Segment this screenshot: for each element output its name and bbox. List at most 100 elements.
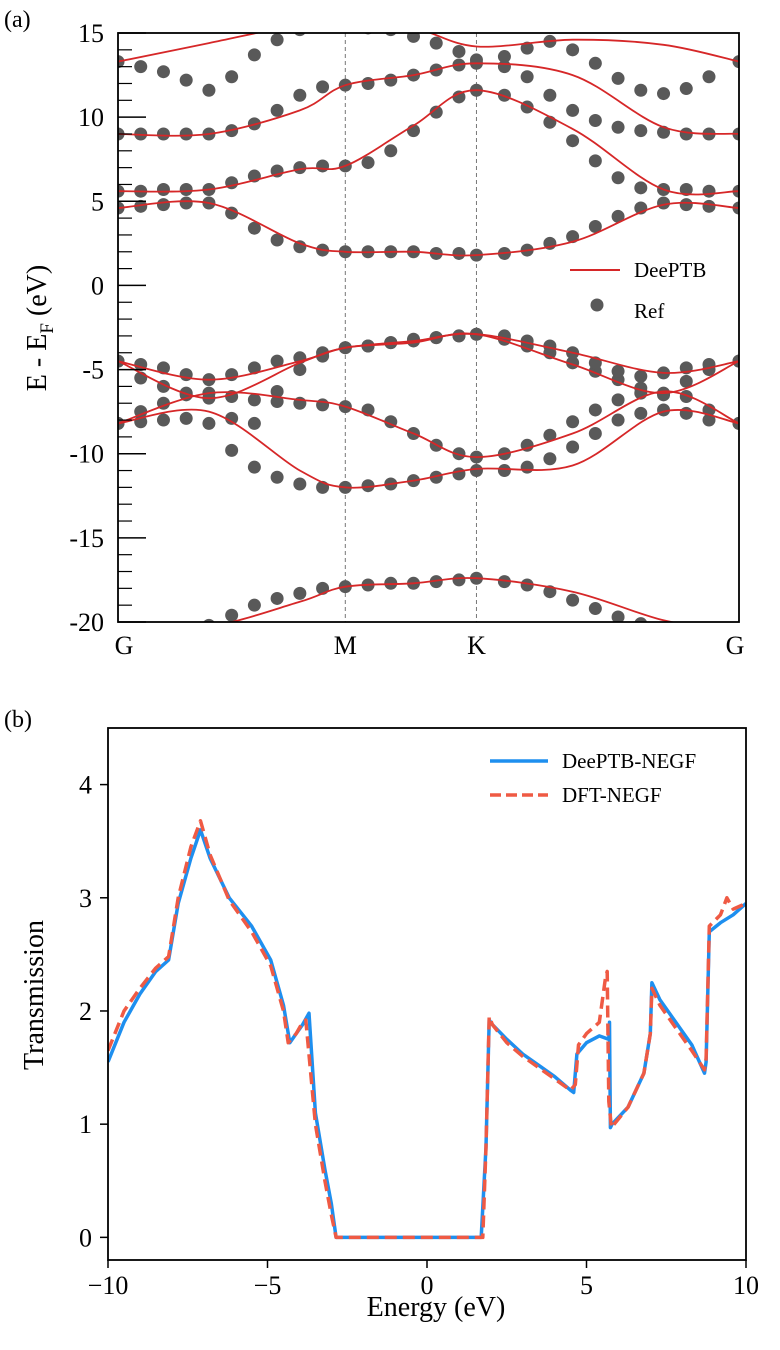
- ref-point: [452, 90, 466, 104]
- ref-point: [588, 427, 602, 441]
- ref-point: [588, 602, 602, 616]
- ref-point: [566, 593, 580, 607]
- transmission-panel: (b) 0 1 2 3 4 −10 −5 0 5 10 Energy (eV) Transmis…: [4, 707, 759, 1323]
- ref-point: [361, 76, 375, 90]
- ref-point: [225, 443, 239, 457]
- ref-point: [270, 233, 284, 247]
- ref-point: [247, 393, 261, 407]
- ref-point: [566, 43, 580, 57]
- ref-point: [520, 41, 534, 55]
- ref-point: [270, 33, 284, 47]
- ref-point: [225, 70, 239, 84]
- ref-point: [270, 354, 284, 368]
- kpoint-label: K: [467, 631, 486, 660]
- ref-point: [611, 393, 625, 407]
- y-axis-title-a: E - EF (eV): [22, 265, 58, 391]
- legend-a-line-label: DeePTB: [634, 258, 706, 282]
- ref-point: [679, 406, 693, 420]
- ref-point: [469, 464, 483, 478]
- ref-point: [566, 440, 580, 454]
- ref-point: [520, 460, 534, 474]
- x-axis-title-b: Energy (eV): [367, 1292, 506, 1323]
- deeptb-band-line: [228, 577, 676, 622]
- ylabel-main: E - E: [22, 334, 53, 392]
- legend-b-solid-label: DeePTB-NEGF: [562, 749, 696, 773]
- transmission-series-group: [108, 819, 746, 1240]
- ylabel-unit: [22, 316, 53, 323]
- ref-point: [293, 88, 307, 102]
- ref-point: [543, 452, 557, 466]
- ref-point: [611, 120, 625, 134]
- ref-point: [452, 45, 466, 59]
- ref-point: [179, 411, 193, 425]
- y-tick-label: -20: [69, 608, 104, 637]
- ref-point: [679, 389, 693, 403]
- ref-point: [316, 398, 330, 412]
- ref-point: [657, 622, 670, 635]
- ref-point: [203, 618, 215, 622]
- legend-b-dashed-label: DFT-NEGF: [562, 783, 662, 807]
- ref-point: [202, 83, 216, 97]
- ref-point: [179, 368, 193, 382]
- ref-point: [385, 33, 397, 37]
- kpoint-label: M: [334, 631, 357, 660]
- ref-point: [702, 413, 716, 427]
- ref-point: [270, 395, 284, 409]
- y-tick-label: 0: [91, 271, 104, 300]
- ref-point: [180, 622, 193, 635]
- y-tick-label-b: 0: [79, 1223, 92, 1252]
- ref-point: [270, 103, 284, 117]
- ref-point: [497, 464, 511, 478]
- deeptb-band-line: [118, 332, 739, 400]
- ref-point: [316, 20, 329, 33]
- ref-point: [270, 470, 284, 484]
- ref-point: [384, 73, 398, 87]
- ref-point: [634, 369, 648, 383]
- ref-point: [702, 627, 715, 640]
- y-tick-label-b: 2: [79, 997, 92, 1026]
- ref-point: [247, 416, 261, 430]
- ylabel-subscript: F: [37, 323, 58, 334]
- ref-point: [134, 60, 148, 74]
- kpoint-label: G: [726, 631, 745, 660]
- ref-point: [225, 608, 239, 622]
- ref-point: [634, 406, 648, 420]
- x-axis-ticks-b: −10 −5 0 5 10: [88, 1260, 759, 1300]
- y-tick-label: 10: [78, 103, 104, 132]
- ref-point: [247, 48, 261, 62]
- deeptb-band-line: [118, 408, 739, 489]
- ref-point: [156, 198, 170, 212]
- ref-point: [270, 384, 284, 398]
- ref-point: [520, 578, 534, 592]
- y-tick-label-b: 3: [79, 884, 92, 913]
- ref-point: [429, 36, 443, 50]
- ref-point: [156, 65, 170, 79]
- ref-point: [293, 363, 307, 377]
- deeptb-band-line: [118, 62, 739, 137]
- x-tick-label-b: −10: [88, 1271, 129, 1300]
- ref-point: [497, 575, 511, 589]
- ref-point: [293, 161, 307, 175]
- ref-point: [452, 573, 466, 587]
- ref-point: [156, 183, 170, 197]
- y-tick-label-b: 4: [79, 771, 92, 800]
- plot-a-frame: [117, 32, 740, 623]
- ref-point: [566, 103, 580, 117]
- ref-point: [316, 80, 330, 94]
- ref-point: [543, 428, 557, 442]
- ref-point: [452, 447, 466, 461]
- ref-point: [452, 467, 466, 481]
- ref-point: [179, 73, 193, 87]
- ref-point: [566, 415, 580, 429]
- ylabel-unit-text: (eV): [22, 265, 53, 316]
- ref-point: [179, 127, 193, 141]
- ref-point: [156, 127, 170, 141]
- ref-point: [247, 598, 261, 612]
- ref-point: [588, 56, 602, 70]
- ref-point: [611, 364, 625, 378]
- ref-point: [520, 70, 534, 84]
- x-tick-label-b: −5: [254, 1271, 282, 1300]
- ref-point: [634, 181, 648, 195]
- legend-a: DeePTB Ref: [570, 258, 706, 323]
